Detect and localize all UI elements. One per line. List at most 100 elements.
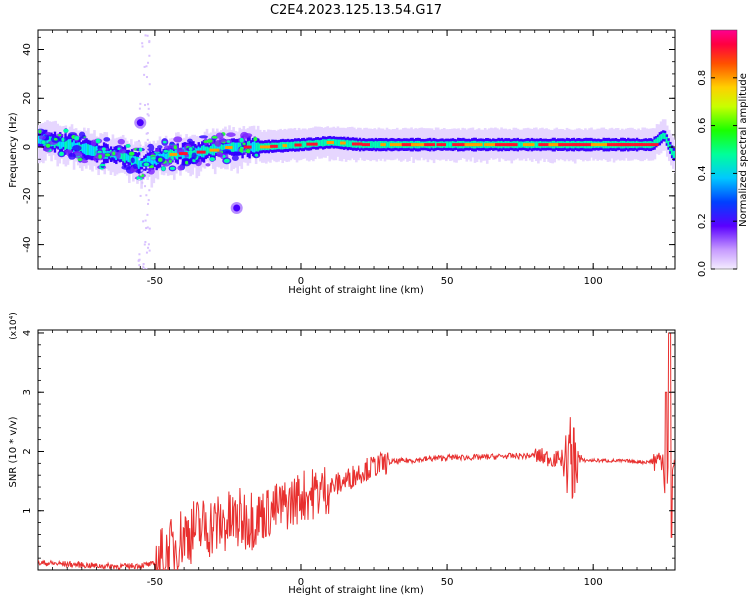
heatmap-blob bbox=[222, 154, 226, 159]
heatmap-core bbox=[674, 150, 675, 158]
heatmap-blob bbox=[177, 165, 184, 171]
heatmap-core bbox=[120, 152, 123, 160]
heatmap-core bbox=[662, 132, 665, 139]
heatmap-core bbox=[85, 143, 88, 156]
heatmap-core bbox=[665, 136, 669, 144]
heatmap-blob bbox=[115, 151, 121, 160]
heatmap-speckle bbox=[146, 213, 149, 216]
heatmap-core bbox=[48, 136, 51, 146]
heatmap-speckle bbox=[139, 194, 142, 197]
heatmap-peak bbox=[294, 143, 302, 147]
heatmap-peak bbox=[243, 145, 252, 149]
heatmap-speckle bbox=[146, 138, 149, 141]
heatmap-blob bbox=[157, 157, 163, 163]
heatmap-peak bbox=[209, 148, 220, 152]
heatmap-blob bbox=[103, 137, 111, 142]
heatmap-ticks: -50 0 50 100 -40 -20 0 20 40 bbox=[22, 30, 675, 287]
heatmap-core bbox=[234, 142, 237, 152]
heatmap-core bbox=[286, 141, 290, 150]
heatmap-blob bbox=[205, 163, 211, 167]
heatmap-blob bbox=[112, 151, 116, 156]
heatmap-speckle bbox=[144, 219, 147, 222]
heatmap-core bbox=[222, 144, 225, 152]
heatmap-peak bbox=[424, 143, 435, 147]
heatmap-blob bbox=[147, 168, 155, 175]
heatmap-speckle bbox=[145, 65, 148, 68]
heatmap-blob bbox=[45, 143, 51, 148]
heatmap-blob bbox=[99, 163, 106, 167]
heatmap-speckle bbox=[138, 258, 141, 261]
heatmap-speckle bbox=[144, 240, 147, 243]
heatmap-core bbox=[165, 151, 169, 160]
heatmap-peak bbox=[507, 143, 518, 147]
heatmap-core bbox=[57, 139, 60, 147]
colorbar-tick-label: 0.4 bbox=[697, 165, 708, 181]
heatmap-blob bbox=[168, 159, 172, 164]
heatmap-blob bbox=[125, 144, 131, 148]
heatmap-blob bbox=[53, 137, 58, 141]
heatmap-core bbox=[81, 143, 85, 153]
heatmap-speckle bbox=[138, 107, 141, 110]
heatmap-blob bbox=[117, 138, 125, 145]
heatmap-core bbox=[94, 146, 97, 157]
heatmap-core bbox=[535, 141, 539, 148]
heatmap-blob bbox=[143, 162, 150, 167]
heatmap-blob bbox=[185, 160, 189, 165]
heatmap-peak bbox=[436, 143, 447, 147]
heatmap-blob bbox=[239, 137, 244, 143]
heatmap-speckle bbox=[148, 174, 151, 177]
heatmap-speckle bbox=[148, 83, 151, 86]
heatmap-core bbox=[323, 139, 327, 147]
heatmap-speckle bbox=[147, 246, 150, 249]
heatmap-speckle bbox=[139, 155, 142, 158]
heatmap-speckle bbox=[145, 132, 148, 135]
heatmap-speckle bbox=[147, 103, 150, 106]
heatmap-blob bbox=[239, 147, 244, 153]
heatmap-blob bbox=[254, 153, 259, 157]
heatmap-speckle bbox=[139, 102, 142, 105]
heatmap-core bbox=[376, 141, 379, 148]
heatmap-core bbox=[218, 144, 221, 153]
heatmap-peak bbox=[401, 143, 420, 147]
heatmap-blob bbox=[58, 133, 62, 137]
heatmap-core bbox=[346, 139, 349, 148]
heatmap-xlabel: Height of straight line (km) bbox=[288, 285, 424, 296]
heatmap-speckle bbox=[147, 114, 150, 117]
heatmap-blob bbox=[104, 153, 111, 157]
heatmap-core bbox=[253, 141, 257, 153]
heatmap-core bbox=[450, 141, 453, 148]
heatmap-blob bbox=[74, 135, 80, 141]
heatmap-core bbox=[83, 143, 86, 154]
heatmap-core bbox=[206, 146, 209, 155]
heatmap-speckle bbox=[147, 202, 150, 205]
heatmap-core bbox=[123, 150, 127, 163]
heatmap-core bbox=[176, 148, 179, 160]
heatmap-core bbox=[71, 142, 74, 150]
heatmap-peak bbox=[361, 143, 371, 147]
heatmap-peak bbox=[196, 150, 206, 154]
heatmap-peak bbox=[616, 143, 643, 147]
heatmap-speckle bbox=[145, 227, 148, 230]
colorbar-gradient bbox=[710, 29, 738, 270]
heatmap-core bbox=[660, 133, 663, 141]
heatmap-speckle bbox=[141, 181, 144, 184]
heatmap-blob bbox=[163, 149, 169, 153]
heatmap-peak bbox=[326, 140, 334, 144]
y-tick-label: 20 bbox=[22, 92, 33, 105]
heatmap-core bbox=[188, 146, 192, 160]
heatmap-blob bbox=[173, 145, 178, 150]
heatmap-blob bbox=[95, 138, 101, 144]
x-tick-label: 50 bbox=[441, 276, 454, 287]
heatmap-core bbox=[88, 144, 92, 156]
heatmap-core bbox=[62, 140, 65, 147]
heatmap-blob bbox=[162, 140, 167, 144]
heatmap-core bbox=[127, 153, 130, 163]
snr-xlabel: Height of straight line (km) bbox=[288, 585, 424, 596]
heatmap-ylabel: Frequency (Hz) bbox=[8, 112, 19, 188]
colorbar-ticks: 0.0 0.2 0.4 0.6 0.8 bbox=[697, 70, 737, 277]
heatmap-core bbox=[448, 141, 451, 148]
heatmap-core bbox=[336, 139, 339, 146]
heatmap-peak bbox=[225, 146, 233, 150]
heatmap-core bbox=[655, 138, 658, 145]
heatmap-speckle bbox=[137, 139, 140, 142]
